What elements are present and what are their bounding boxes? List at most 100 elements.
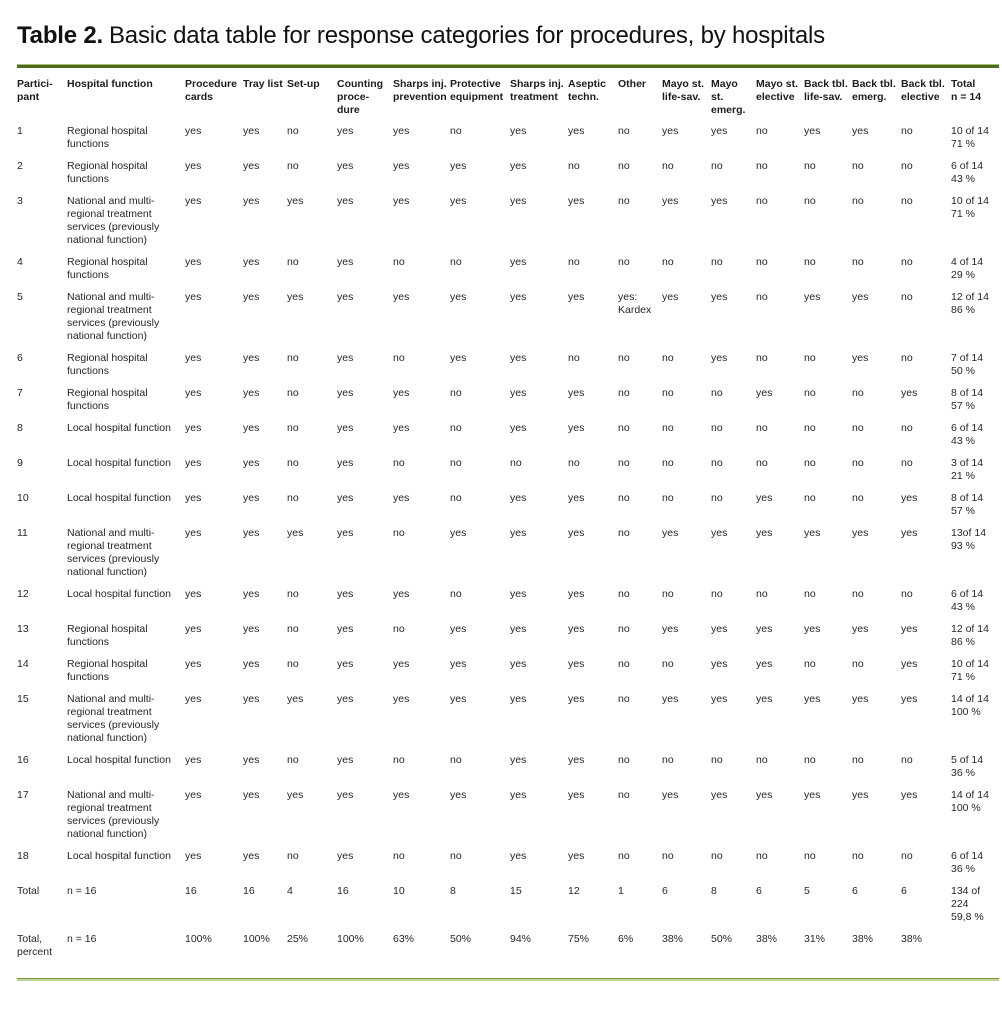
table-cell: yes [852,290,869,303]
table-cell: yes [337,692,354,705]
table-cell: yes [510,622,527,635]
table-cell: yes [756,526,773,539]
table-cell: yes [185,849,202,862]
table-cell: no [901,587,913,600]
table-cell: no [804,421,816,434]
table-row: 11 National and multi-regional treatment … [17,527,999,588]
table-cell: no [287,386,299,399]
table-cell: no [804,456,816,469]
table-row: 7 Regional hospital functions yes yes no yes y… [17,387,999,422]
table-cell: no [568,159,580,172]
table-cell: yes [337,456,354,469]
table-cell: yes [243,124,260,137]
table-cell: yes [185,386,202,399]
table-cell: 6 [901,884,907,897]
table-header-row: Partici- pant Hospital function Procedure … [17,78,999,125]
column-header-16: Back tbl. elective [901,77,945,103]
table-cell: no [618,194,630,207]
table-cell: yes [243,421,260,434]
table-cell: no [711,421,723,434]
table-cell: 100% [243,932,270,945]
table-cell: no [756,421,768,434]
table-row: 17 National and multi-regional treatment … [17,789,999,850]
total-cell: 6 of 14 43 % [951,159,984,185]
table-cell: yes [568,587,585,600]
table-cell: 100% [337,932,364,945]
table-row: Total n = 16 16 16 4 16 10 8 15 12 1 6 8 6 5 6 6 134 of 2… [17,885,999,933]
participant-cell: 14 [17,657,29,670]
table-cell: yes [852,526,869,539]
table-cell: no [852,255,864,268]
participant-cell: 11 [17,526,28,539]
table-row: 8 Local hospital function yes yes no yes yes no… [17,422,999,457]
table-cell: 75% [568,932,590,945]
table-cell: yes [393,290,410,303]
table-cell: no [450,587,462,600]
table-cell: yes [510,159,527,172]
total-cell: 6 of 14 43 % [951,587,984,613]
table-cell: yes [852,692,869,705]
table-row: 1 Regional hospital functions yes yes no yes y… [17,125,999,160]
table-cell: no [618,788,630,801]
table-cell: no [662,587,674,600]
table-cell: yes [901,526,918,539]
table-cell: yes [711,692,728,705]
table-cell: no [852,194,864,207]
participant-cell: 2 [17,159,23,172]
table-cell: no [901,194,913,207]
table-cell: yes [287,692,304,705]
table-cell: no [662,255,674,268]
table-cell: yes [185,753,202,766]
table-cell: yes [568,124,585,137]
table-cell: no [393,351,405,364]
table-cell: no [618,526,630,539]
table-cell: yes [510,290,527,303]
table-cell: no [287,753,299,766]
table-cell: no [756,255,768,268]
table-cell: yes [243,753,260,766]
table-cell: no [618,692,630,705]
table-cell: yes [510,753,527,766]
table-cell: no [450,124,462,137]
table-cell: 6 [756,884,762,897]
hospital-function-cell: National and multi-regional treatment se… [67,692,160,744]
table-cell: yes [901,622,918,635]
table-cell: yes [185,124,202,137]
procedures-table: Partici- pant Hospital function Procedure … [17,78,999,968]
hospital-function-cell: Regional hospital functions [67,255,148,281]
column-header-10: Other [618,77,647,90]
table-cell: yes [243,692,260,705]
participant-cell: 1 [17,124,23,137]
table-cell: no [662,421,674,434]
table-cell: yes [804,622,821,635]
table-cell: yes [287,526,304,539]
table-cell: yes [337,657,354,670]
table-cell: yes [393,692,410,705]
column-header-6: Sharps inj. prevention [393,77,447,103]
column-header-17: Total n = 14 [951,77,982,103]
table-cell: yes [243,849,260,862]
hospital-function-cell: Regional hospital functions [67,622,148,648]
table-cell: yes [185,421,202,434]
table-row: 10 Local hospital function yes yes no yes yes n… [17,492,999,527]
table-cell: yes [568,421,585,434]
table-caption: Table 2. Basic data table for response ca… [17,22,999,51]
table-row: 14 Regional hospital functions yes yes no yes… [17,658,999,693]
table-cell: no [756,351,768,364]
table-cell: yes [662,788,679,801]
total-cell: 14 of 14 100 % [951,788,989,814]
table-cell: yes [243,526,260,539]
table-cell: 8 [711,884,717,897]
table-cell: yes [393,657,410,670]
table-cell: yes [756,788,773,801]
table-cell: no [804,753,816,766]
table-cell: no [450,386,462,399]
hospital-function-cell: n = 16 [67,884,97,897]
table-cell: yes [510,351,527,364]
table-cell: yes [243,622,260,635]
table-cell: no [618,849,630,862]
table-cell: no [852,159,864,172]
table-cell: yes [711,124,728,137]
table-cell: yes [185,657,202,670]
total-cell: 8 of 14 57 % [951,491,984,517]
